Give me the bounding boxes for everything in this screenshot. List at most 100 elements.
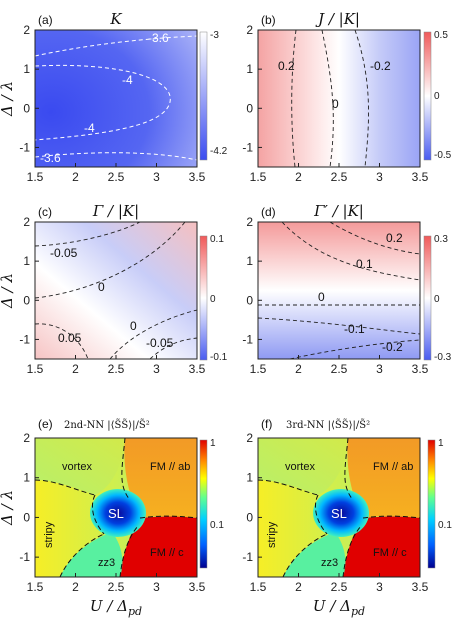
panel-e: vortex FM // ab stripy SL zz3 FM // c (e… [34, 417, 224, 578]
y-tick-label: 1 [23, 254, 30, 268]
region-label: zz3 [98, 557, 115, 569]
panel-a-contour [35, 152, 197, 161]
y-tick-label: 1 [246, 471, 253, 485]
panel-d-contour [258, 317, 420, 335]
contour-label: 0 [332, 97, 339, 111]
phase-boundary [91, 494, 105, 535]
panel-b: 0.2 0 -0.2 (b) J / |K| 0.5 0 -0.5 [257, 10, 452, 168]
colorbar [427, 439, 436, 569]
colorbar-tick: -3 [210, 30, 219, 41]
panel-c-contour [35, 222, 186, 299]
region-label: SL [108, 506, 124, 521]
x-tick-label: 2 [295, 362, 302, 376]
x-tick-label: 2 [72, 580, 79, 594]
x-tick-label: 3 [376, 580, 383, 594]
x-tick-label: 1.5 [27, 580, 44, 594]
contour-label: -0.05 [50, 246, 78, 260]
colorbar [423, 31, 432, 161]
contour-label: 0.2 [278, 59, 295, 73]
x-axis-label: U / Δpd [90, 597, 142, 618]
x-tick-label: 1.5 [27, 170, 44, 184]
y-tick-label: 0 [246, 293, 253, 307]
y-tick-label: 2 [23, 215, 30, 229]
panel-d: 0.2 0.1 0 -0.1 -0.2 (d) Γ′ / |K| 0.3 0 -… [257, 202, 452, 363]
panel-a: -3.6 -4 -4 -3.6 (a) K -3 -4.2 [34, 10, 228, 168]
colorbar [199, 439, 208, 569]
x-tick-label: 2 [295, 170, 302, 184]
contour-label: -4 [84, 121, 95, 135]
y-tick-label: 2 [246, 23, 253, 37]
colorbar-tick: 0 [434, 294, 440, 305]
panel-d-contour [289, 339, 420, 359]
panel-c: -0.05 0 0.05 0 -0.05 (c) Γ / |K| 0.1 0 -… [34, 202, 228, 363]
panel-b-contour [354, 30, 369, 167]
x-tick-label: 2.5 [331, 170, 348, 184]
y-tick-label: -1 [19, 332, 30, 346]
y-tick-label: 0 [246, 101, 253, 115]
contour-label: -4 [122, 73, 133, 87]
x-tick-label: 3.5 [189, 362, 206, 376]
panel-a-heatmap [35, 30, 197, 167]
phase-boundary [59, 533, 105, 577]
panel-f-heatmap [258, 438, 420, 577]
panel-d-heatmap [258, 222, 420, 359]
panel-b-contour [291, 30, 297, 167]
region-label: zz3 [321, 557, 338, 569]
contour-label: -0.2 [382, 340, 403, 354]
panel-a-contour [35, 35, 197, 57]
phase-boundary [119, 525, 139, 577]
region-label: FM // ab [373, 461, 413, 473]
y-tick-label: 1 [246, 62, 253, 76]
phase-boundary [121, 438, 131, 501]
panel-c-contour [35, 222, 141, 247]
phase-boundary [139, 515, 197, 519]
y-tick-label: 0 [23, 101, 30, 115]
x-tick-label: 3.5 [412, 580, 429, 594]
y-tick-label: 0 [23, 293, 30, 307]
y-axis-label: Δ / λ [0, 273, 16, 309]
panel-title: Γ / |K| [92, 202, 139, 220]
colorbar-tick: -0.3 [434, 352, 452, 363]
y-tick-label: 2 [23, 23, 30, 37]
y-tick-label: 1 [246, 254, 253, 268]
panel-c-heatmap [35, 222, 197, 359]
x-tick-label: 2.5 [108, 580, 125, 594]
x-tick-label: 3 [153, 362, 160, 376]
phase-boundary [258, 479, 319, 496]
y-tick-label: 0 [23, 510, 30, 524]
x-tick-label: 2.5 [331, 362, 348, 376]
contour-label: 0 [98, 280, 105, 294]
contour-label: 0.2 [386, 231, 403, 245]
region-label: vortex [62, 461, 92, 473]
contour-label: -0.1 [344, 322, 365, 336]
panel-label: (b) [261, 13, 276, 27]
x-tick-label: 2.5 [331, 580, 348, 594]
colorbar-tick: -0.1 [210, 352, 228, 363]
panel-b-contour [321, 30, 334, 167]
panel-e-heatmap [35, 438, 197, 577]
x-tick-label: 3 [376, 170, 383, 184]
contour-label: 0.05 [58, 331, 82, 345]
colorbar-tick: 0.3 [434, 234, 448, 245]
colorbar-tick: -0.5 [434, 150, 452, 161]
panel-label: (c) [38, 205, 52, 219]
x-axis-label-subscript: pd [351, 605, 365, 618]
x-tick-label: 3.5 [189, 580, 206, 594]
colorbar [423, 235, 432, 361]
panel-title: K [109, 10, 122, 28]
x-tick-label: 2 [72, 362, 79, 376]
x-tick-label: 2 [295, 580, 302, 594]
panel-b-heatmap [258, 30, 420, 167]
y-tick-label: -1 [19, 140, 30, 154]
contour-label: 0.1 [356, 257, 373, 271]
y-tick-label: 1 [23, 471, 30, 485]
panel-title: J / |K| [315, 10, 360, 28]
y-axis-label: Δ / λ [0, 81, 16, 117]
region-label: SL [331, 506, 347, 521]
y-tick-label: 1 [23, 62, 30, 76]
colorbar-tick: 0.5 [434, 30, 448, 41]
y-tick-label: 2 [246, 215, 253, 229]
phase-boundary [344, 438, 354, 501]
x-tick-label: 1.5 [250, 170, 267, 184]
panel-title: Γ′ / |K| [313, 202, 364, 220]
